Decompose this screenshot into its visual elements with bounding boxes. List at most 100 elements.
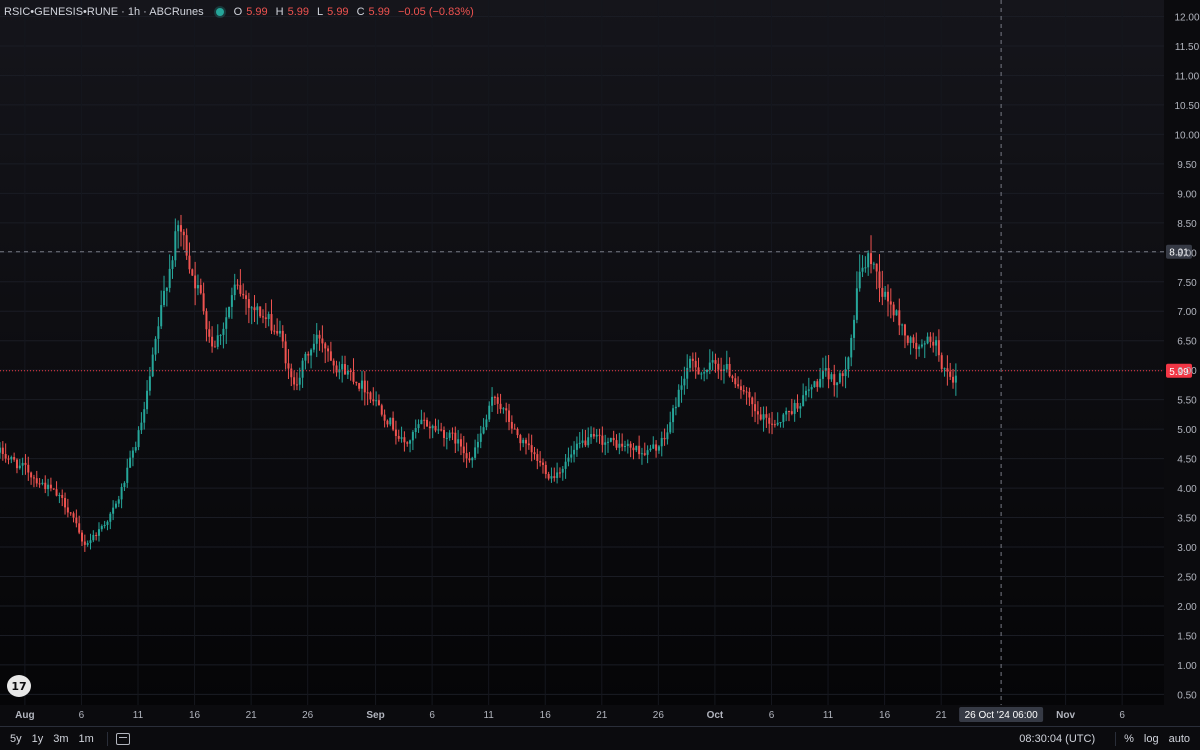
range-1m-button[interactable]: 1m <box>78 732 94 745</box>
candle-body <box>310 349 313 356</box>
candle-body <box>194 275 197 289</box>
y-tick-label: 3.50 <box>1177 514 1197 525</box>
candle-body <box>72 513 75 518</box>
candle-body <box>394 429 397 436</box>
candle-body <box>785 410 788 415</box>
candle-body <box>629 443 632 448</box>
candle-body <box>539 461 542 463</box>
candle-body <box>47 484 50 490</box>
candle-body <box>694 360 697 368</box>
candle-body <box>389 417 392 425</box>
x-tick-label: Aug <box>15 710 34 721</box>
percent-scale-toggle[interactable]: % <box>1124 732 1134 745</box>
candle-body <box>895 310 898 316</box>
y-tick-label: 4.00 <box>1177 484 1197 495</box>
candle-body <box>623 446 626 448</box>
candle-body <box>697 367 700 375</box>
candle-body <box>213 346 216 348</box>
candle-body <box>454 432 457 444</box>
candle-body <box>27 464 30 473</box>
candle-body <box>510 421 513 429</box>
candle-body <box>171 260 174 269</box>
candle-body <box>567 457 570 462</box>
candle-body <box>55 489 58 496</box>
utc-clock[interactable]: 08:30:04 (UTC) <box>1019 732 1096 745</box>
candle-body <box>160 305 163 327</box>
candle-body <box>120 487 123 500</box>
candle-body <box>400 437 403 439</box>
candle-body <box>182 231 185 236</box>
candle-body <box>451 432 454 434</box>
candle-body <box>615 440 618 448</box>
candle-body <box>674 406 677 409</box>
log-scale-toggle[interactable]: log <box>1143 732 1159 745</box>
candle-body <box>892 304 895 316</box>
time-axis[interactable]: Aug 6 11 16 21 26 Sep 6 11 16 21 26 Oct 6 11 16 21 Nov 6 <box>15 710 1125 721</box>
candle-body <box>417 424 420 429</box>
candle-body <box>655 444 658 451</box>
candle-body <box>705 369 708 373</box>
low-label: L <box>317 6 324 18</box>
y-tick-label: 10.00 <box>1174 130 1199 141</box>
candle-body <box>131 450 134 458</box>
candle-body <box>836 382 839 386</box>
candle-body <box>748 391 751 398</box>
candle-body <box>952 376 955 383</box>
candle-body <box>92 534 95 541</box>
candle-body <box>191 269 194 276</box>
candle-body <box>737 384 740 387</box>
candle-body <box>575 443 578 450</box>
candle-body <box>126 467 129 483</box>
x-tick-label: 6 <box>79 710 85 721</box>
candle-body <box>632 447 635 451</box>
tradingview-logo-icon[interactable]: 17 <box>7 675 31 697</box>
candle-body <box>276 331 279 334</box>
candle-body <box>298 377 301 385</box>
candle-body <box>691 358 694 361</box>
candle-body <box>556 472 559 478</box>
candle-body <box>657 446 660 451</box>
candle-body <box>666 432 669 440</box>
high-value: 5.99 <box>287 6 310 18</box>
candle-body <box>488 405 491 420</box>
candle-body <box>151 354 154 377</box>
candle-body <box>30 472 33 478</box>
candle-body <box>700 373 703 375</box>
candle-body <box>796 403 799 409</box>
candle-body <box>38 483 41 485</box>
symbol-title[interactable]: RSIC•GENESIS•RUNE · 1h · ABCRunes <box>4 6 204 18</box>
range-1y-button[interactable]: 1y <box>31 732 44 745</box>
candle-body <box>533 452 536 455</box>
candle-body <box>491 396 494 406</box>
candle-body <box>341 364 344 370</box>
candle-body <box>188 255 191 270</box>
candle-body <box>428 426 431 429</box>
last-price-label: 5.99 <box>1169 367 1189 378</box>
x-tick-label: 21 <box>936 710 948 721</box>
candle-body <box>52 488 55 490</box>
candle-body <box>242 293 245 296</box>
auto-scale-toggle[interactable]: auto <box>1168 732 1190 745</box>
candle-body <box>544 464 547 475</box>
candle-body <box>703 372 706 374</box>
candle-body <box>485 419 488 428</box>
candle-body <box>168 268 171 288</box>
candle-body <box>247 299 250 308</box>
candle-body <box>202 293 205 312</box>
candle-body <box>898 310 901 326</box>
candle-body <box>821 370 824 379</box>
candle-body <box>49 484 52 489</box>
candle-body <box>103 524 106 527</box>
candle-body <box>604 442 607 445</box>
candle-body <box>123 482 126 488</box>
range-3m-button[interactable]: 3m <box>53 732 69 745</box>
x-tick-label: 26 <box>302 710 314 721</box>
candle-body <box>355 381 358 384</box>
range-5y-button[interactable]: 5y <box>10 732 22 745</box>
candle-body <box>686 367 689 379</box>
calendar-icon[interactable] <box>115 732 130 745</box>
price-axis[interactable]: 12.00 11.50 11.00 10.50 10.00 9.50 9.00 8.50 8.0… <box>1174 13 1199 702</box>
candle-body <box>635 445 638 451</box>
close-label: C <box>356 6 365 18</box>
